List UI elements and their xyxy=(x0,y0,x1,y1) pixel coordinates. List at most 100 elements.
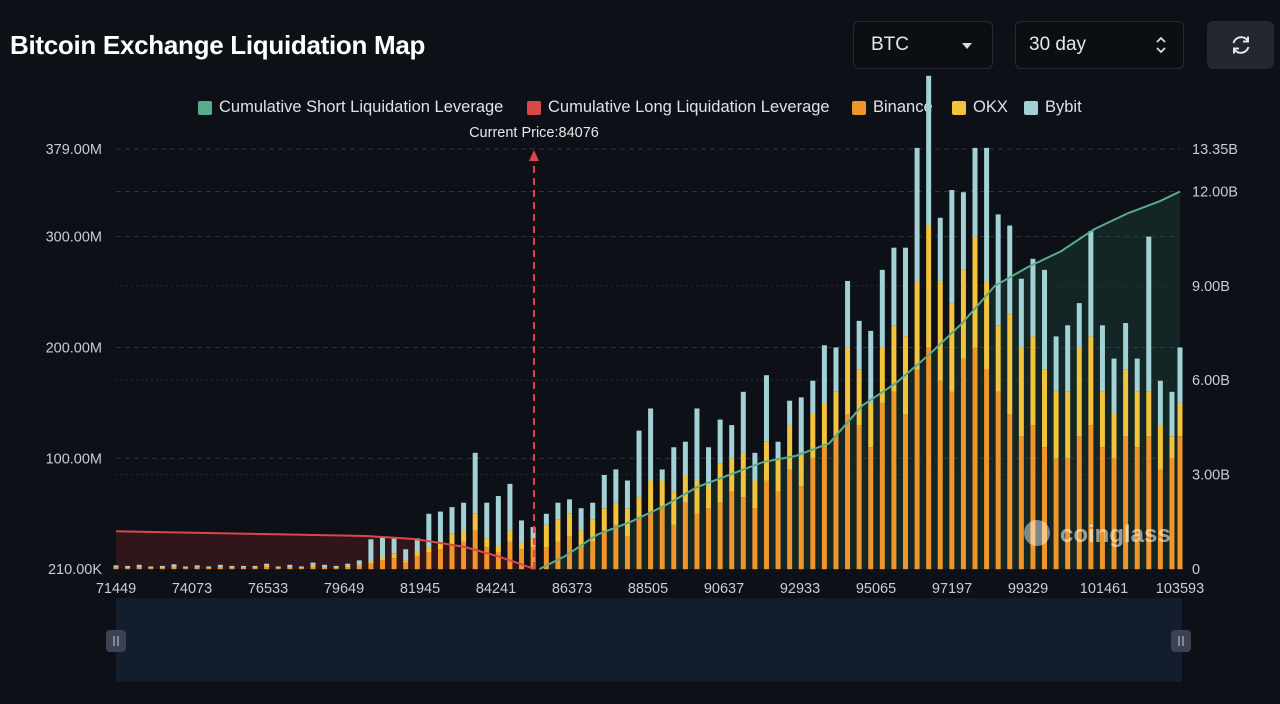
bar-bybit xyxy=(217,564,223,568)
bar-bybit xyxy=(507,483,513,531)
bar-okx xyxy=(136,567,142,568)
bar-bybit xyxy=(590,502,596,520)
refresh-button[interactable] xyxy=(1207,21,1274,69)
bar-bybit xyxy=(1111,358,1117,415)
bar-bybit xyxy=(333,565,339,568)
bar-okx xyxy=(379,557,385,561)
x-axis-tick-label: 81945 xyxy=(400,581,440,597)
bar-bybit xyxy=(287,564,293,568)
bar-bybit xyxy=(879,269,885,348)
bar-okx xyxy=(171,566,177,568)
bar-binance xyxy=(1177,436,1183,570)
bar-bybit xyxy=(624,480,630,509)
bar-okx xyxy=(1042,369,1048,448)
bar-okx xyxy=(125,567,131,569)
bar-binance xyxy=(1042,447,1048,570)
x-axis-tick-label: 97197 xyxy=(932,581,972,597)
bar-binance xyxy=(206,568,212,570)
bar-binance xyxy=(555,541,561,570)
right-axis-tick-label: 12.00B xyxy=(1192,184,1238,200)
bar-okx xyxy=(310,565,316,568)
bar-okx xyxy=(717,463,723,503)
bar-bybit xyxy=(298,566,304,568)
bar-okx xyxy=(1088,336,1094,426)
chart-bars xyxy=(113,75,1183,570)
bar-okx xyxy=(1030,336,1036,426)
bar-binance xyxy=(484,547,490,570)
navigator-left-handle[interactable] xyxy=(106,630,126,652)
refresh-icon xyxy=(1232,36,1249,54)
bar-bybit xyxy=(659,469,665,481)
axis-ticks: 379.00M 300.00M 200.00M 100.00M 210.00K 13.35… xyxy=(46,142,1238,597)
bar-bybit xyxy=(914,147,920,281)
right-axis-tick-label: 6.00B xyxy=(1192,373,1230,389)
coin-select[interactable]: BTC xyxy=(853,21,993,69)
legend-item-short[interactable]: Cumulative Short Liquidation Leverage xyxy=(198,98,503,117)
bar-bybit xyxy=(1007,225,1013,315)
bar-okx xyxy=(578,530,584,548)
navigator-right-handle[interactable] xyxy=(1171,630,1191,652)
bar-binance xyxy=(229,568,235,570)
bar-bybit xyxy=(1053,336,1059,392)
bar-binance xyxy=(787,469,793,570)
bar-bybit xyxy=(798,397,804,453)
legend-label-long: Cumulative Long Liquidation Leverage xyxy=(548,98,830,116)
x-axis-tick-label: 86373 xyxy=(552,581,592,597)
bar-binance xyxy=(183,568,189,570)
current-price-label: Current Price:84076 xyxy=(469,125,599,141)
bar-okx xyxy=(252,567,258,569)
bar-okx xyxy=(601,508,607,531)
left-axis-tick-label: 379.00M xyxy=(46,142,102,158)
legend-item-binance[interactable]: Binance xyxy=(852,98,933,117)
bar-bybit xyxy=(356,560,362,565)
x-axis-tick-label: 101461 xyxy=(1080,581,1128,597)
bar-bybit xyxy=(810,380,816,415)
legend-item-long[interactable]: Cumulative Long Liquidation Leverage xyxy=(527,98,830,117)
bar-bybit xyxy=(414,538,420,552)
range-navigator[interactable] xyxy=(116,598,1182,682)
watermark: coinglass xyxy=(1060,521,1171,548)
bar-okx xyxy=(1099,391,1105,448)
bar-binance xyxy=(125,568,131,570)
bar-okx xyxy=(356,564,362,566)
bar-binance xyxy=(113,567,119,570)
bar-bybit xyxy=(322,564,328,568)
bar-bybit xyxy=(437,511,443,543)
bar-binance xyxy=(449,544,455,570)
period-select[interactable]: 30 day xyxy=(1015,21,1184,69)
bar-bybit xyxy=(125,565,131,568)
bar-okx xyxy=(345,565,351,568)
bar-bybit xyxy=(1157,380,1163,426)
bar-okx xyxy=(1065,391,1071,459)
bar-okx xyxy=(217,567,223,568)
bar-bybit xyxy=(426,513,432,548)
bar-bybit xyxy=(171,564,177,567)
period-select-value: 30 day xyxy=(1029,34,1087,55)
bar-binance xyxy=(740,497,746,570)
bar-bybit xyxy=(740,391,746,453)
bar-binance xyxy=(578,547,584,570)
bar-okx xyxy=(194,567,200,568)
up-down-arrows-icon xyxy=(1156,36,1166,54)
bar-bybit xyxy=(229,565,235,568)
bar-binance xyxy=(810,458,816,570)
legend-item-bybit[interactable]: Bybit xyxy=(1024,98,1082,117)
bar-bybit xyxy=(543,513,549,525)
bar-bybit xyxy=(1042,269,1048,370)
x-axis-tick-label: 79649 xyxy=(324,581,364,597)
bar-okx xyxy=(543,524,549,548)
bar-bybit xyxy=(194,565,200,568)
legend-item-okx[interactable]: OKX xyxy=(952,98,1008,117)
bar-okx xyxy=(914,280,920,370)
bar-okx xyxy=(264,565,270,568)
bar-bybit xyxy=(636,430,642,498)
bar-bybit xyxy=(264,563,270,566)
bar-binance xyxy=(1053,458,1059,570)
bar-bybit xyxy=(984,147,990,281)
page-title: Bitcoin Exchange Liquidation Map xyxy=(10,30,426,60)
bar-okx xyxy=(403,560,409,563)
bar-bybit xyxy=(275,566,281,568)
bar-binance xyxy=(891,391,897,570)
bar-okx xyxy=(775,458,781,492)
bar-binance xyxy=(1111,458,1117,570)
